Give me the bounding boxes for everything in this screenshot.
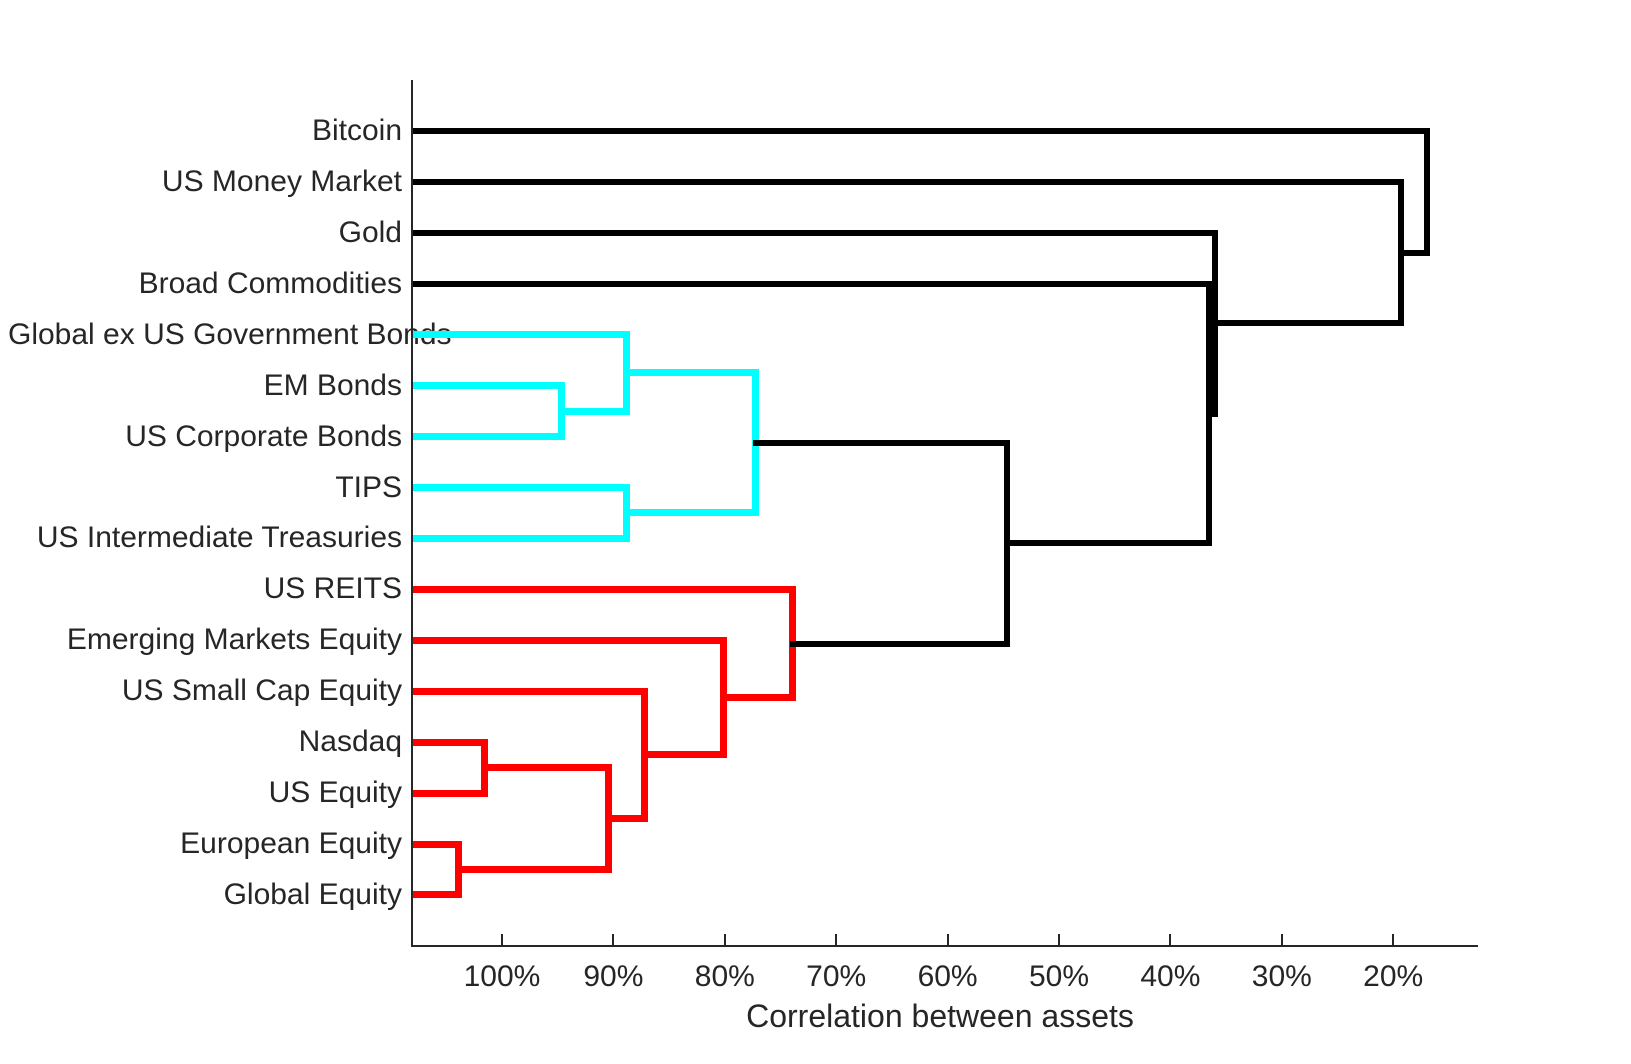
link-arm-tips-treasuries	[412, 534, 631, 542]
link-arm-bonds-cluster	[623, 369, 760, 377]
x-axis-tick-100	[501, 934, 503, 945]
x-axis-tick-80	[723, 934, 726, 945]
link-arm-nasdaq-usequity	[412, 738, 488, 746]
link-arm-em-equity-join	[641, 751, 728, 759]
link-arm-nasdaq-usequity	[412, 789, 488, 797]
x-axis-tick-60	[946, 934, 949, 945]
link-arm-globalgov-join	[557, 407, 631, 415]
leaf-label-emerging-markets-equity: Emerging Markets Equity	[66, 623, 402, 657]
leaf-label-us-intermediate-treasuries: US Intermediate Treasuries	[36, 521, 402, 555]
leaf-label-us-corporate-bonds: US Corporate Bonds	[125, 419, 402, 453]
link-arm-bonds-cluster	[623, 509, 760, 517]
leaf-label-em-bonds: EM Bonds	[263, 368, 402, 402]
x-axis-tick-label-50: 50%	[1028, 960, 1090, 993]
leaf-label-us-equity: US Equity	[268, 776, 402, 810]
x-axis-tick-label-70: 70%	[806, 960, 867, 993]
link-arm-embonds-corp	[412, 382, 565, 390]
leaf-label-gold: Gold	[338, 215, 402, 249]
link-arm-europe-global	[412, 891, 463, 899]
x-axis-tick-label-100: 100%	[463, 960, 541, 993]
link-arm-dev-equity	[480, 764, 613, 772]
x-axis-title: Correlation between assets	[746, 998, 1134, 1034]
link-arm-smallcap-join	[412, 687, 649, 695]
leaf-label-us-money-market: US Money Market	[161, 164, 402, 198]
leaf-label-nasdaq: Nasdaq	[298, 725, 402, 759]
y-axis-spine	[411, 80, 413, 947]
link-arm-moneymarket-join	[1211, 320, 1404, 327]
x-axis-tick-label-80: 80%	[694, 960, 755, 993]
x-axis-tick-label-30: 30%	[1251, 960, 1312, 993]
link-arm-bonds-equities	[789, 640, 1010, 647]
link-arm-commodities-join	[412, 280, 1213, 287]
link-arm-embonds-corp	[412, 433, 565, 441]
link-arm-reits-join	[412, 585, 797, 593]
leaf-label-us-reits: US REITS	[263, 572, 402, 606]
leaf-label-bitcoin: Bitcoin	[311, 114, 402, 147]
link-arm-moneymarket-join	[412, 178, 1404, 185]
link-arm-tips-treasuries	[412, 484, 631, 492]
link-arm-globalgov-join	[412, 331, 631, 339]
link-vertical-bitcoin-join	[1423, 128, 1430, 256]
link-arm-reits-join	[720, 694, 797, 702]
x-axis-tick-70	[835, 934, 838, 945]
x-axis-tick-label-90: 90%	[583, 960, 644, 993]
link-arm-commodities-join	[1003, 540, 1213, 547]
x-axis-tick-20	[1392, 934, 1395, 945]
leaf-label-us-small-cap-equity: US Small Cap Equity	[121, 674, 402, 708]
link-arm-gold-join	[412, 229, 1218, 236]
link-arm-europe-global	[412, 840, 463, 848]
leaf-label-broad-commodities: Broad Commodities	[138, 266, 402, 300]
x-axis-line	[411, 945, 1478, 947]
leaf-label-european-equity: European Equity	[180, 827, 402, 861]
link-arm-bonds-equities	[752, 439, 1010, 446]
link-arm-bitcoin-join	[1397, 249, 1430, 256]
leaf-label-tips: TIPS	[335, 470, 402, 504]
x-axis-tick-label-40: 40%	[1140, 960, 1201, 993]
x-axis-tick-40	[1169, 934, 1172, 945]
link-arm-smallcap-join	[605, 815, 649, 823]
leaf-label-global-equity: Global Equity	[223, 877, 402, 911]
x-axis-tick-90	[612, 934, 615, 945]
x-axis-tick-label-20: 20%	[1363, 960, 1424, 993]
x-axis-tick-30	[1280, 934, 1283, 945]
x-axis-tick-50	[1058, 934, 1060, 945]
link-arm-dev-equity	[455, 866, 613, 874]
link-arm-em-equity-join	[412, 636, 728, 644]
x-axis-tick-label-60: 60%	[917, 960, 978, 993]
leaf-label-global-ex-us-government-bonds: Global ex US Government Bonds	[8, 317, 452, 351]
link-arm-bitcoin-join	[412, 128, 1430, 134]
